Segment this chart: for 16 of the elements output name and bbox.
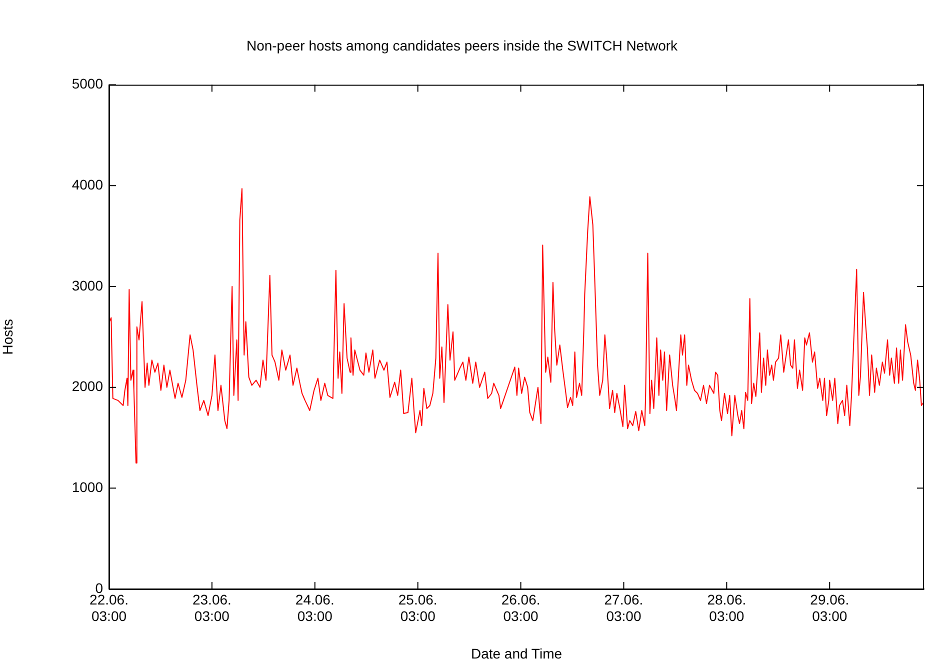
y-tick-label: 4000: [72, 176, 104, 192]
x-tick-label: 24.06. 03:00: [295, 591, 334, 624]
x-tick-label: 25.06. 03:00: [398, 591, 438, 624]
y-axis-title: Hosts: [0, 319, 16, 355]
y-tick-label: 1000: [72, 479, 104, 496]
x-tick-label: 23.06. 03:00: [192, 591, 232, 624]
y-tick-label: 0: [95, 580, 104, 596]
chart-title: Non-peer hosts among candidates peers inside the SWITCH Network: [246, 37, 679, 54]
x-axis-title: Date and Time: [470, 645, 562, 662]
y-tick-label: 5000: [72, 76, 104, 92]
x-tick-label: 26.06. 03:00: [501, 591, 540, 624]
y-tick-label: 2000: [72, 378, 104, 394]
x-tick-label: 29.06. 03:00: [810, 591, 850, 624]
x-tick-label: 27.06. 03:00: [604, 591, 644, 624]
x-tick-label: 28.06. 03:00: [707, 591, 746, 624]
y-tick-label: 3000: [72, 277, 104, 294]
